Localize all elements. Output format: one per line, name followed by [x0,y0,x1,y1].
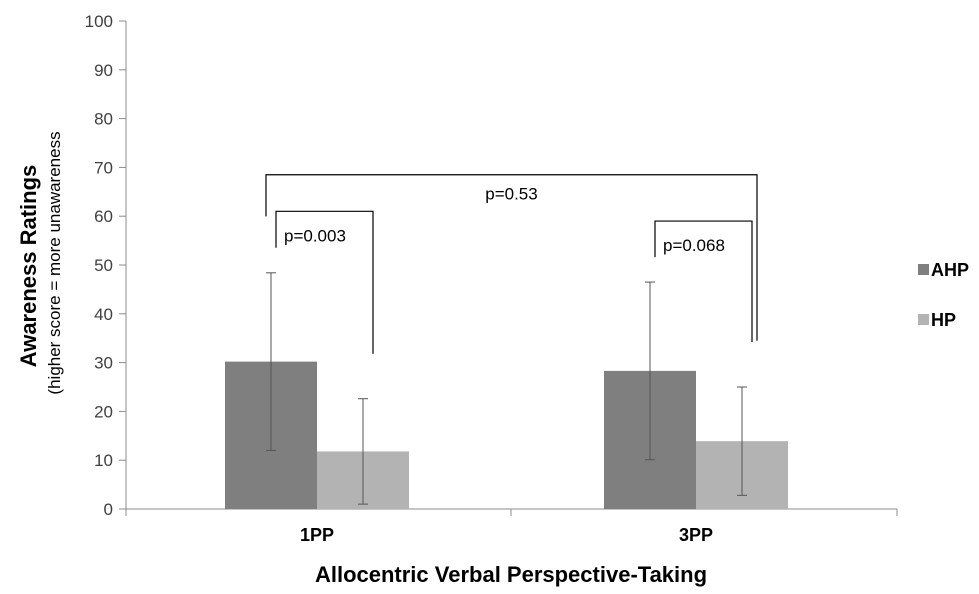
x-axis-title: Allocentric Verbal Perspective-Taking [315,562,707,587]
error-bars [266,272,747,505]
y-tick-label: 10 [94,451,113,470]
p-value-label: p=0.068 [663,236,725,255]
y-ticks: 0 10 20 30 40 50 60 70 80 90 100 [85,12,126,519]
y-tick-label: 100 [85,12,113,31]
y-tick-label: 50 [94,256,113,275]
legend-label-ahp: AHP [931,260,969,280]
legend-swatch-hp [918,314,929,325]
bars [225,361,788,509]
y-axis-title: Awareness Ratings [16,165,41,368]
y-axis-subtitle: (higher score = more unawareness [45,131,64,394]
category-label-3pp: 3PP [679,525,713,545]
p-value-label: p=0.53 [485,185,537,204]
legend-label-hp: HP [931,310,956,330]
y-tick-label: 80 [94,110,113,129]
significance-bracket [275,210,374,354]
y-tick-label: 90 [94,61,113,80]
significance-brackets: p=0.003 p=0.068 p=0.53 [265,174,758,354]
legend-swatch-ahp [918,264,929,275]
y-tick-label: 20 [94,402,113,421]
y-tick-label: 40 [94,305,113,324]
significance-bracket [265,174,758,341]
significance-bracket [654,220,753,342]
y-tick-label: 60 [94,207,113,226]
p-value-label: p=0.003 [284,226,346,245]
y-tick-label: 0 [104,500,113,519]
category-label-1pp: 1PP [300,525,334,545]
y-tick-label: 70 [94,158,113,177]
y-tick-label: 30 [94,354,113,373]
